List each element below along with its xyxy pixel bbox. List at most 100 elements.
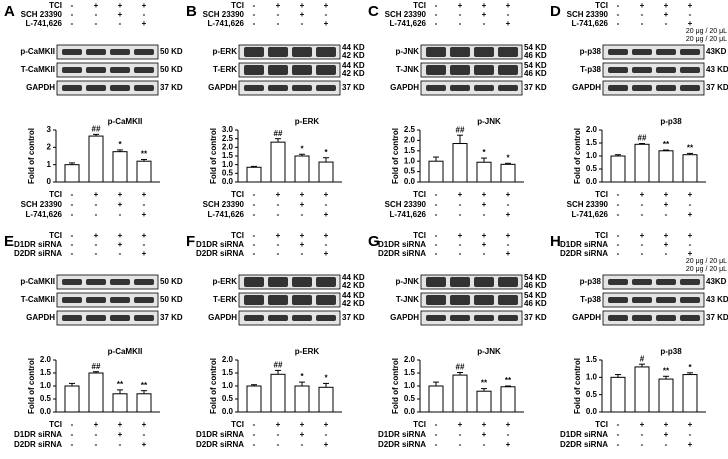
y-axis-label: Fold of control xyxy=(391,358,400,414)
treatment-sign: - xyxy=(253,19,256,28)
significance: * xyxy=(118,140,122,149)
y-tick-label: 0.0 xyxy=(222,177,234,186)
significance: ** xyxy=(505,376,512,385)
treatment-sign: - xyxy=(435,200,438,209)
treatment-sign: - xyxy=(71,10,74,19)
treatment-sign: + xyxy=(300,430,305,439)
treatment-sign: + xyxy=(142,190,147,199)
bar xyxy=(136,393,152,413)
bar xyxy=(658,150,674,183)
treatment-sign: + xyxy=(142,249,147,258)
blot-band xyxy=(292,277,312,287)
treatment-sign: + xyxy=(506,440,511,449)
blot-label: GAPDH xyxy=(572,313,601,322)
bar xyxy=(476,161,492,183)
y-tick-label: 2.0 xyxy=(586,125,598,134)
panel-letter: G xyxy=(368,233,380,250)
kd-label: 42 KD xyxy=(342,299,365,308)
y-tick-label: 0.5 xyxy=(222,394,234,403)
blot-band xyxy=(426,85,446,91)
treatment-sign: - xyxy=(325,430,328,439)
significance: ## xyxy=(92,362,101,371)
blot-band xyxy=(474,85,494,91)
chart-title: p-JNK xyxy=(477,117,501,126)
treatment-sign: + xyxy=(458,420,463,429)
blot-label: T-CaMKII xyxy=(21,65,55,74)
kd-label: 46 KD xyxy=(524,69,547,78)
treatment-label: TCI xyxy=(413,190,426,199)
blot-band xyxy=(608,297,628,303)
bar xyxy=(428,385,444,413)
treatment-sign: - xyxy=(253,249,256,258)
bar xyxy=(112,151,128,183)
y-tick-label: 2.0 xyxy=(404,355,416,364)
treatment-sign: - xyxy=(253,190,256,199)
treatment-sign: - xyxy=(119,19,122,28)
treatment-sign: - xyxy=(301,249,304,258)
treatment-sign: - xyxy=(277,19,280,28)
treatment-sign: - xyxy=(277,200,280,209)
kd-label: 37 KD xyxy=(524,313,547,322)
blot-frame xyxy=(56,292,159,308)
blot-band xyxy=(86,49,106,55)
treatment-sign: - xyxy=(459,440,462,449)
treatment-sign: + xyxy=(506,1,511,10)
treatment-sign: + xyxy=(688,440,693,449)
treatment-sign: + xyxy=(482,430,487,439)
blot-label: GAPDH xyxy=(26,313,55,322)
kd-label: 37 KD xyxy=(706,313,728,322)
treatment-label: SCH 23390 xyxy=(203,10,245,19)
treatment-sign: + xyxy=(324,1,329,10)
panel-letter: F xyxy=(186,233,195,250)
bar xyxy=(88,372,104,413)
treatment-sign: - xyxy=(435,430,438,439)
bar xyxy=(64,385,80,413)
treatment-label: L-741,626 xyxy=(208,210,245,219)
treatment-sign: - xyxy=(119,210,122,219)
blot-band xyxy=(62,279,82,285)
treatment-sign: - xyxy=(617,430,620,439)
treatment-sign: - xyxy=(459,240,462,249)
chart-title: p-CaMKII xyxy=(108,117,143,126)
treatment-label: L-741,626 xyxy=(572,19,609,28)
bar xyxy=(452,374,468,413)
treatment-label: L-741,626 xyxy=(26,19,63,28)
blot-frame xyxy=(238,62,341,78)
blot-label: T-p38 xyxy=(580,65,601,74)
treatment-sign: - xyxy=(507,240,510,249)
y-tick-label: 2.0 xyxy=(222,355,234,364)
kd-label: 42 KD xyxy=(342,69,365,78)
blot-band xyxy=(498,65,518,75)
chart-title: p-JNK xyxy=(477,347,501,356)
blot-band xyxy=(450,277,470,287)
blot-band xyxy=(450,65,470,75)
blot-band xyxy=(110,315,130,321)
treatment-sign: - xyxy=(253,240,256,249)
blot-band xyxy=(632,85,652,91)
treatment-sign: + xyxy=(118,240,123,249)
blot-label: p-ERK xyxy=(213,47,238,56)
blot-band xyxy=(62,49,82,55)
treatment-sign: - xyxy=(641,19,644,28)
bar xyxy=(658,378,674,413)
treatment-sign: + xyxy=(458,190,463,199)
treatment-label: D1DR siRNA xyxy=(378,240,426,249)
treatment-sign: - xyxy=(71,420,74,429)
blot-band xyxy=(244,295,264,305)
blot-label: p-CaMKII xyxy=(20,47,55,56)
blot-band xyxy=(292,315,312,321)
blot-band xyxy=(292,47,312,57)
treatment-label: TCI xyxy=(231,1,244,10)
blot-band xyxy=(426,277,446,287)
treatment-sign: - xyxy=(325,200,328,209)
blot-band xyxy=(62,315,82,321)
blot-frame xyxy=(238,310,341,326)
blot-frame xyxy=(420,310,523,326)
chart-title: p-ERK xyxy=(295,117,320,126)
treatment-sign: - xyxy=(689,200,692,209)
blot-band xyxy=(608,67,628,73)
treatment-label: TCI xyxy=(231,231,244,240)
treatment-sign: + xyxy=(324,249,329,258)
treatment-sign: - xyxy=(617,200,620,209)
treatment-sign: - xyxy=(483,249,486,258)
